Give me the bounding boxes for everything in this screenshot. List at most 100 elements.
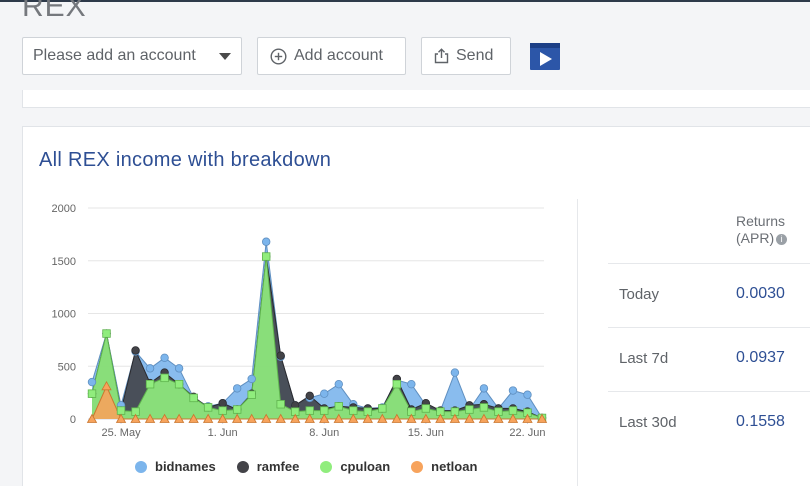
point-netloan: [130, 413, 141, 423]
point-netloan: [159, 413, 170, 423]
point-cpuloan: [232, 405, 242, 414]
point-cpuloan: [174, 379, 184, 389]
x-tick-label: 25. May: [101, 427, 141, 439]
play-triangle: [540, 52, 552, 66]
point-cpuloan: [102, 329, 111, 338]
video-toolbar-strip: [530, 43, 560, 48]
point-netloan: [173, 413, 185, 423]
point-cpuloan: [203, 403, 213, 412]
point-netloan: [348, 413, 359, 423]
returns-label: Last 7d: [619, 350, 669, 367]
legend-dot: [135, 460, 147, 473]
y-tick-label: 500: [58, 361, 76, 373]
add-account-label: Add account: [294, 47, 383, 64]
returns-value: 0.1558: [736, 413, 785, 430]
point-netloan: [202, 413, 214, 423]
point-netloan: [261, 413, 272, 423]
send-button[interactable]: Send: [421, 37, 511, 75]
returns-row: Last 30d 0.1558: [608, 391, 810, 455]
point-bidnames: [87, 377, 97, 387]
point-netloan: [246, 413, 257, 423]
point-cpuloan: [320, 406, 329, 415]
returns-header: Returns (APR) i: [736, 213, 788, 247]
point-netloan: [420, 413, 432, 423]
point-bidnames: [261, 237, 271, 246]
x-tick-label: 22. Jun: [509, 427, 545, 439]
account-select[interactable]: Please add an account: [22, 37, 242, 75]
legend-label: netloan: [431, 459, 478, 474]
series-area-cpuloan: [92, 256, 542, 419]
legend-dot: [320, 460, 333, 473]
returns-header-apr: (APR): [736, 230, 775, 246]
page-title: REX: [22, 0, 87, 23]
point-netloan: [493, 413, 504, 423]
x-tick-label: 8. Jun: [309, 427, 339, 439]
info-icon[interactable]: i: [776, 233, 788, 245]
point-bidnames: [160, 353, 169, 363]
point-cpuloan: [261, 252, 271, 261]
point-bidnames: [145, 364, 155, 373]
y-tick-label: 1500: [52, 256, 76, 268]
point-netloan: [217, 413, 228, 423]
upper-panel: [22, 90, 810, 108]
point-bidnames: [479, 384, 489, 393]
series-area-ramfee: [92, 256, 542, 419]
point-netloan: [536, 413, 548, 423]
returns-label: Last 30d: [619, 414, 677, 431]
account-select-label: Please add an account: [33, 47, 196, 64]
chart-legend: bidnames ramfee cpuloan netloan: [135, 459, 498, 474]
point-cpuloan: [276, 400, 285, 409]
point-netloan: [391, 413, 403, 423]
legend-item-bidnames[interactable]: bidnames: [135, 459, 216, 474]
point-netloan: [333, 413, 344, 423]
point-ramfee: [218, 398, 227, 408]
play-video-icon[interactable]: [530, 43, 560, 70]
point-netloan: [435, 413, 446, 423]
point-netloan: [275, 413, 286, 423]
add-account-button[interactable]: Add account: [257, 37, 406, 75]
point-cpuloan: [305, 406, 314, 415]
legend-item-netloan[interactable]: netloan: [411, 459, 477, 474]
card-divider: [577, 199, 578, 486]
point-cpuloan: [349, 406, 358, 415]
point-netloan: [522, 413, 533, 423]
legend-item-ramfee[interactable]: ramfee: [236, 459, 300, 474]
point-netloan: [304, 413, 315, 423]
point-netloan: [290, 413, 301, 423]
point-bidnames: [320, 389, 329, 398]
point-bidnames: [508, 386, 518, 395]
point-bidnames: [232, 384, 242, 393]
legend-label: cpuloan: [340, 459, 391, 474]
legend-label: ramfee: [256, 459, 300, 474]
point-netloan: [144, 413, 156, 423]
caret-down-icon: [219, 52, 231, 60]
y-tick-label: 1000: [52, 309, 76, 321]
returns-label: Today: [619, 286, 660, 303]
point-ramfee: [276, 351, 285, 360]
send-label: Send: [456, 47, 494, 64]
point-cpuloan: [247, 390, 256, 399]
point-netloan: [406, 413, 417, 423]
point-netloan: [464, 413, 475, 423]
point-netloan: [507, 413, 519, 423]
x-tick-label: 1. Jun: [208, 427, 238, 439]
legend-item-cpuloan[interactable]: cpuloan: [320, 459, 390, 474]
legend-dot: [236, 460, 249, 473]
returns-value: 0.0030: [736, 285, 785, 302]
share-upload-icon: [434, 48, 449, 64]
returns-header-line2: (APR) i: [736, 230, 788, 247]
point-netloan: [478, 413, 490, 423]
returns-row: Last 7d 0.0937: [608, 327, 810, 391]
point-cpuloan: [421, 404, 431, 413]
point-cpuloan: [334, 402, 343, 411]
point-cpuloan: [392, 379, 402, 389]
point-cpuloan: [378, 404, 387, 413]
point-bidnames: [407, 379, 416, 389]
point-ramfee: [131, 346, 140, 355]
point-cpuloan: [145, 379, 155, 389]
returns-value: 0.0937: [736, 349, 785, 366]
point-cpuloan: [465, 405, 474, 414]
point-netloan: [319, 413, 330, 423]
legend-label: bidnames: [155, 459, 216, 474]
point-bidnames: [450, 368, 460, 377]
